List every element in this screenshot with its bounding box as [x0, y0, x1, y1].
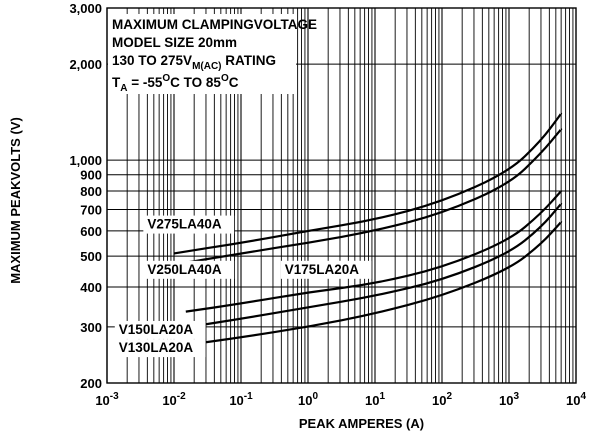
- x-tick-exponent: -1: [244, 391, 253, 402]
- series-curve-v275la40a: [173, 112, 563, 255]
- x-tick-label: 104: [566, 391, 586, 408]
- temp-mid-2: C TO 85: [170, 75, 221, 90]
- x-tick-exponent: 2: [446, 391, 452, 402]
- series-curves: [173, 112, 563, 348]
- x-tick-label: 10-2: [162, 391, 186, 408]
- rating-prefix: 130 TO 275V: [112, 53, 192, 68]
- x-tick-base: 10: [566, 393, 580, 408]
- series-curve-v150la20a: [173, 202, 563, 331]
- series-labels: V275LA40A V250LA40A V175LA20A V150LA20A V130…: [114, 215, 372, 358]
- plot-frame: [106, 7, 577, 384]
- series-label-v150la20a: V150LA20A: [119, 322, 194, 337]
- y-tick-label: 900: [80, 168, 102, 183]
- series-label-group: V275LA40A: [143, 215, 235, 234]
- x-tick-label: 10-1: [229, 391, 253, 408]
- series-label-v130la20a: V130LA20A: [119, 340, 194, 355]
- title-line-2: MODEL SIZE 20mm: [112, 35, 237, 50]
- x-tick-base: 10: [162, 393, 176, 408]
- temp-degree-2: O: [221, 73, 229, 84]
- temp-t-sub: A: [120, 83, 127, 94]
- x-tick-exponent: 1: [379, 391, 385, 402]
- series-label-background: [143, 215, 235, 234]
- x-tick-exponent: 4: [580, 391, 586, 402]
- y-tick-label: 3,000: [69, 1, 102, 16]
- x-tick-base: 10: [298, 393, 312, 408]
- series-label-group: V250LA40A: [143, 260, 235, 279]
- y-tick-label: 2,000: [69, 57, 102, 72]
- series-label-group: V150LA20A: [114, 320, 206, 339]
- x-tick-label: 10-3: [95, 391, 119, 408]
- y-tick-label: 200: [80, 376, 102, 391]
- y-axis-title: MAXIMUM PEAKVOLTS (V): [8, 117, 23, 284]
- y-tick-label: 800: [80, 184, 102, 199]
- title-line-1: MAXIMUM CLAMPINGVOLTAGE: [112, 17, 317, 32]
- x-tick-base: 10: [229, 393, 243, 408]
- y-tick-label: 700: [80, 203, 102, 218]
- temp-degree-1: O: [162, 73, 170, 84]
- temp-end: C: [229, 75, 239, 90]
- x-tick-base: 10: [499, 393, 513, 408]
- temp-t: T: [112, 75, 121, 90]
- series-label-v175la20a: V175LA20A: [285, 262, 360, 277]
- y-tick-label: 300: [80, 320, 102, 335]
- x-axis-title: PEAK AMPERES (A): [299, 416, 424, 431]
- rating-line: 130 TO 275VM(AC) RATING: [112, 53, 276, 72]
- series-label-background: [114, 320, 206, 339]
- series-label-v250la40a: V250LA40A: [147, 262, 222, 277]
- y-tick-label: 1,000: [69, 153, 102, 168]
- x-tick-exponent: 3: [513, 391, 519, 402]
- x-tick-base: 10: [365, 393, 379, 408]
- x-tick-base: 10: [95, 393, 109, 408]
- x-tick-label: 100: [298, 391, 318, 408]
- series-curve-v130la20a: [173, 220, 563, 348]
- x-tick-label: 103: [499, 391, 519, 408]
- note-background: [108, 14, 296, 94]
- y-tick-label: 600: [80, 224, 102, 239]
- series-label-v275la40a: V275LA40A: [147, 217, 222, 232]
- y-tick-label: 400: [80, 280, 102, 295]
- series-label-background: [143, 260, 235, 279]
- chart-note: MAXIMUM CLAMPINGVOLTAGE MODEL SIZE 20mm …: [112, 17, 317, 94]
- x-tick-label: 102: [432, 391, 452, 408]
- temp-mid: = -55: [127, 75, 162, 90]
- series-curve-v175la20a: [185, 189, 563, 313]
- series-label-background: [280, 260, 372, 279]
- x-tick-label: 101: [365, 391, 385, 408]
- x-tick-labels: 10-3 10-2 10-1 100 101 102 103 104: [95, 391, 586, 408]
- series-label-group: V130LA20A: [114, 339, 206, 358]
- series-label-background: [114, 339, 206, 358]
- rating-subscript: M(AC): [192, 61, 221, 72]
- rating-suffix: RATING: [222, 53, 277, 68]
- x-tick-exponent: -2: [177, 391, 186, 402]
- series-curve-v250la40a: [173, 128, 563, 266]
- series-label-group: V175LA20A: [280, 260, 372, 279]
- y-tick-label: 500: [80, 249, 102, 264]
- x-tick-base: 10: [432, 393, 446, 408]
- x-tick-exponent: -3: [110, 391, 119, 402]
- x-tick-exponent: 0: [312, 391, 318, 402]
- temperature-line: TA = -55OC TO 85OC: [112, 73, 239, 94]
